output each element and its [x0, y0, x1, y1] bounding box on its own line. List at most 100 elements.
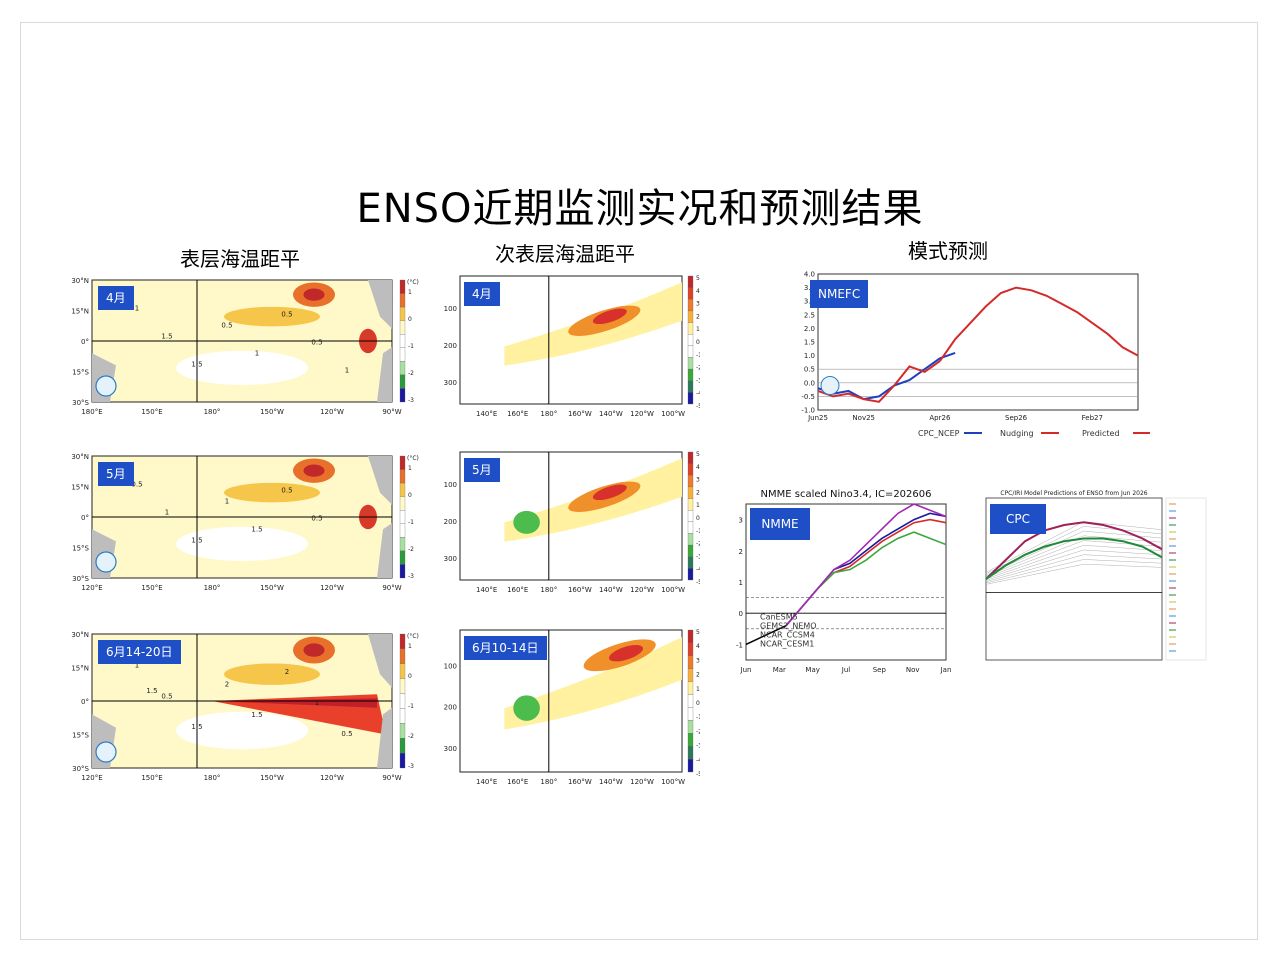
sst-map-badge: 5月 — [98, 462, 134, 486]
colorbar-tick: 1 — [696, 502, 700, 509]
nmme-chart: NMME scaled Nino3.4, IC=202606 3 2 1 0 -1 Jun M… — [736, 489, 952, 674]
legend-label: Predicted — [1082, 429, 1120, 438]
x-tick-label: Jul — [841, 666, 851, 674]
contour-label: 1 — [135, 662, 139, 670]
land-east — [368, 280, 392, 329]
contour-label: 1.5 — [191, 723, 202, 731]
lon-tick-label: 180° — [204, 408, 221, 416]
lon-tick-label: 160°W — [568, 410, 592, 418]
y-tick-label: 0.5 — [804, 366, 815, 374]
legend-label: Nudging — [1000, 429, 1034, 438]
colorbar-tick: -2 — [408, 733, 414, 740]
colorbar-segment — [687, 544, 694, 557]
lat-tick-label: 15°N — [71, 308, 89, 316]
colorbar-segment — [399, 752, 406, 769]
contour-label: 1 — [165, 509, 169, 517]
lon-tick-label: 160°E — [507, 586, 528, 594]
x-tick-label: Nov — [906, 666, 920, 674]
x-tick-label: Mar — [773, 666, 786, 674]
colorbar-tick: 0 — [408, 673, 412, 680]
colorbar-segment — [399, 564, 406, 579]
colorbar-tick: 3 — [696, 477, 700, 484]
plume-member-line — [985, 521, 1163, 573]
lat-tick-label: 15°S — [72, 732, 89, 740]
land-south-america — [377, 523, 392, 578]
colorbar-tick: -1 — [696, 528, 700, 535]
colorbar-unit: (°C) — [407, 279, 419, 286]
x-tick-label: Jun25 — [807, 414, 828, 422]
colorbar-tick: 4 — [696, 643, 700, 650]
x-tick-label: Jan — [940, 666, 952, 674]
sst-map: 0.5 1 1.5 1 1.5 0.5 0.5 30°N 15°N 0° 15°S 30°S120°E… — [71, 453, 419, 592]
lat-tick-label: 30°N — [71, 631, 89, 639]
colorbar-segment — [687, 486, 694, 499]
contour-label: 0.5 — [131, 481, 142, 489]
colorbar-tick: 2 — [696, 672, 700, 679]
contour-label: 1 — [345, 367, 349, 375]
colorbar-segment — [687, 655, 694, 669]
y-tick-label: 1.5 — [804, 339, 815, 347]
colorbar-segment — [399, 482, 406, 497]
y-tick-label: 1 — [739, 579, 743, 587]
model-legend-label: CanESM5 — [760, 612, 798, 621]
lon-tick-label: 160°E — [507, 410, 528, 418]
depth-tick-label: 200 — [444, 704, 457, 712]
colorbar-segment — [687, 642, 694, 656]
colorbar-segment — [687, 568, 694, 581]
colorbar-segment — [399, 550, 406, 565]
colorbar-tick: -5 — [696, 771, 700, 778]
y-tick-label: 1.0 — [804, 352, 815, 360]
y-tick-label: 2.0 — [804, 325, 815, 333]
contour-label: 1.5 — [161, 333, 172, 341]
series-line-nudging — [817, 360, 941, 403]
colorbar-segment — [399, 723, 406, 739]
lon-tick-label: 120°W — [630, 410, 654, 418]
cool-region — [176, 526, 308, 561]
lon-tick-label: 100°W — [661, 586, 685, 594]
colorbar-tick: 2 — [696, 313, 700, 320]
warm-core — [303, 643, 325, 657]
series-line-average — [985, 521, 1163, 580]
plot-frame — [817, 273, 1139, 411]
agency-logo-icon — [95, 551, 117, 573]
contour-label: 1 — [255, 350, 259, 358]
colorbar-segment — [687, 720, 694, 734]
plume-member-line — [985, 559, 1163, 584]
sst-map-panel: 1 1.5 1.5 0.5 1 0.5 0.5 1 30°N 15°N 0° 15°S 30°S 180°… — [66, 272, 420, 428]
colorbar-tick: 1 — [408, 289, 412, 296]
sst-map-badge: 4月 — [98, 286, 134, 310]
lon-tick-label: 150°W — [260, 584, 284, 592]
warm-band — [224, 663, 320, 685]
y-tick-label: 0.0 — [804, 379, 815, 387]
x-tick-label: Nov25 — [852, 414, 875, 422]
colorbar-tick: -4 — [696, 566, 700, 573]
lon-tick-label: 150°E — [141, 774, 162, 782]
colorbar-tick: -1 — [696, 352, 700, 359]
colorbar-tick: -3 — [696, 377, 700, 384]
colorbar-segment — [399, 678, 406, 694]
contour-label: 0.5 — [341, 730, 352, 738]
lon-tick-label: 90°W — [382, 408, 401, 416]
colorbar-segment — [399, 279, 406, 294]
colorbar-segment — [687, 299, 694, 312]
lon-tick-label: 120°W — [320, 408, 344, 416]
sst-map-panel: 0.5 1 1.5 1 1.5 0.5 0.5 30°N 15°N 0° 15°S 30°S 120°E… — [66, 448, 420, 604]
nmefc-chart: 4.0 3.5 3.0 2.5 2.0 1.5 1.0 0.5 0.0 -0.5 -1.0Jun25… — [801, 271, 1151, 438]
colorbar-segment — [687, 510, 694, 522]
colorbar-tick: 3 — [696, 657, 700, 664]
contour-label: 2 — [285, 668, 289, 676]
depth-tick-label: 300 — [444, 379, 457, 387]
depth-tick-label: 100 — [444, 663, 457, 671]
nmme-title: NMME scaled Nino3.4, IC=202606 — [761, 489, 932, 500]
y-tick-label: 4.0 — [804, 271, 815, 279]
y-tick-label: 2.5 — [804, 311, 815, 319]
warm-band — [224, 306, 320, 327]
lon-tick-label: 90°W — [382, 774, 401, 782]
x-tick-label: Apr26 — [929, 414, 951, 422]
colorbar-segment — [399, 320, 406, 335]
colorbar-segment — [687, 758, 694, 773]
colorbar-segment — [687, 707, 694, 721]
nmefc-panel: 4.0 3.5 3.0 2.5 2.0 1.5 1.0 0.5 0.0 -0.5 -1.0Jun25… — [790, 268, 1151, 448]
colorbar-tick: 4 — [696, 464, 700, 471]
cpc-title: CPC/IRI Model Predictions of ENSO from J… — [1000, 490, 1147, 497]
